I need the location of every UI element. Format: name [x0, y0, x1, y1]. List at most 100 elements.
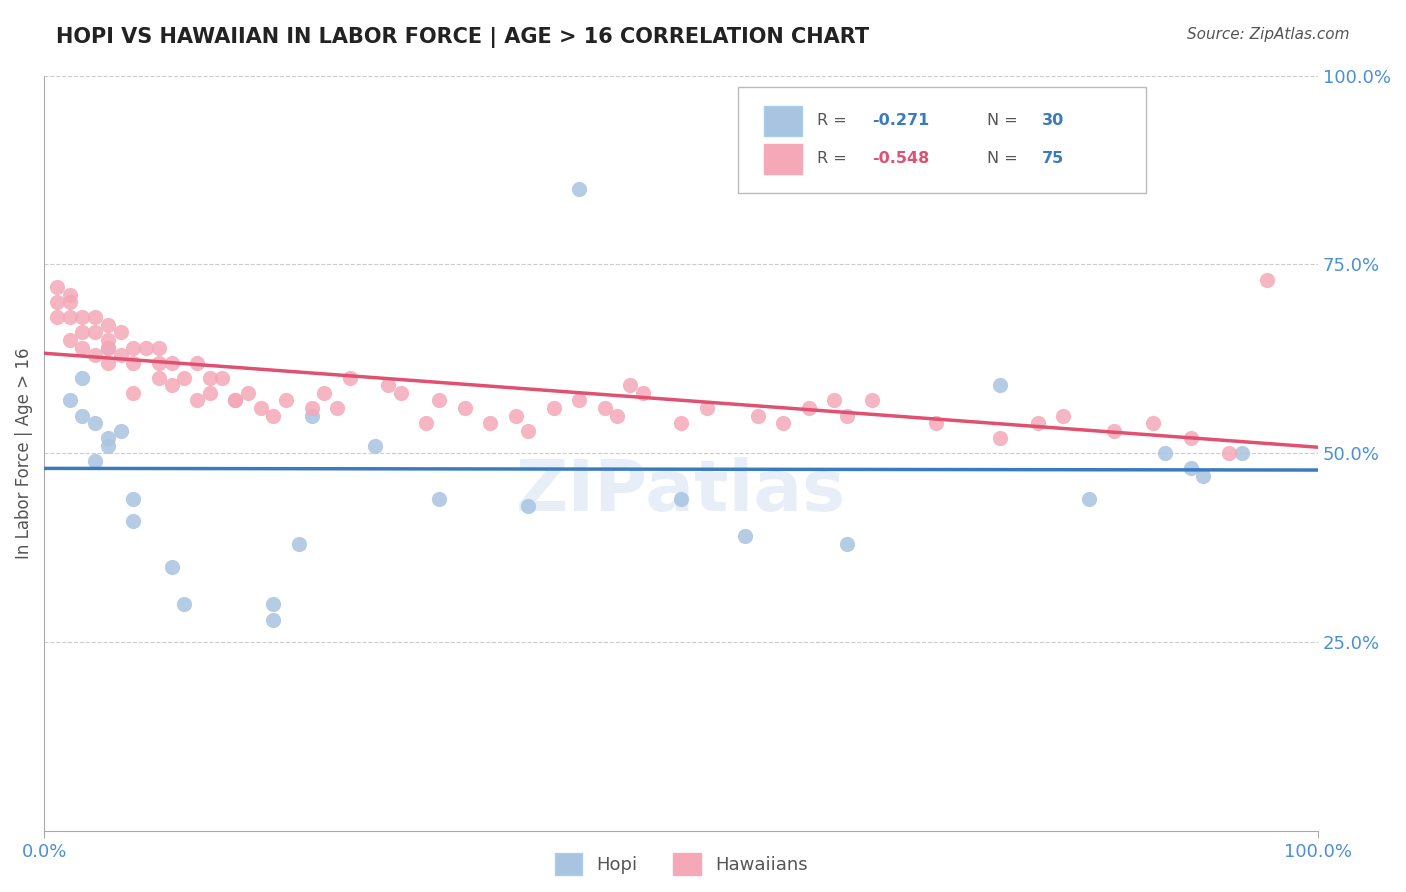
Text: 75: 75	[1042, 151, 1064, 166]
Point	[1077, 491, 1099, 506]
Text: R =: R =	[817, 151, 852, 166]
Point	[122, 341, 145, 355]
Point	[835, 409, 858, 423]
Point	[288, 537, 311, 551]
Point	[568, 393, 591, 408]
Point	[45, 280, 67, 294]
Point	[122, 356, 145, 370]
Point	[479, 416, 502, 430]
Text: HOPI VS HAWAIIAN IN LABOR FORCE | AGE > 16 CORRELATION CHART: HOPI VS HAWAIIAN IN LABOR FORCE | AGE > …	[56, 27, 869, 48]
Point	[696, 401, 718, 415]
Point	[58, 287, 80, 301]
Text: -0.548: -0.548	[872, 151, 929, 166]
Text: R =: R =	[817, 113, 852, 128]
Point	[84, 348, 107, 362]
Point	[427, 491, 450, 506]
Point	[173, 370, 195, 384]
Point	[211, 370, 233, 384]
Point	[988, 378, 1011, 392]
Point	[377, 378, 399, 392]
Point	[110, 424, 132, 438]
Point	[72, 409, 94, 423]
Point	[860, 393, 883, 408]
Point	[415, 416, 437, 430]
Point	[301, 409, 323, 423]
Point	[339, 370, 361, 384]
Point	[148, 370, 170, 384]
Point	[669, 416, 692, 430]
Point	[224, 393, 246, 408]
Legend: Hopi, Hawaiians: Hopi, Hawaiians	[547, 846, 815, 882]
Point	[631, 385, 654, 400]
Point	[427, 393, 450, 408]
Point	[122, 385, 145, 400]
Point	[517, 424, 540, 438]
Point	[326, 401, 349, 415]
Point	[1256, 272, 1278, 286]
Point	[45, 295, 67, 310]
Point	[186, 356, 208, 370]
Point	[148, 341, 170, 355]
Point	[97, 356, 120, 370]
Point	[1142, 416, 1164, 430]
Point	[797, 401, 820, 415]
Point	[593, 401, 616, 415]
Point	[160, 378, 183, 392]
Point	[45, 310, 67, 325]
Point	[1230, 446, 1253, 460]
Point	[262, 598, 284, 612]
Text: Source: ZipAtlas.com: Source: ZipAtlas.com	[1187, 27, 1350, 42]
Point	[160, 356, 183, 370]
Point	[988, 431, 1011, 445]
Point	[568, 182, 591, 196]
Point	[249, 401, 271, 415]
Point	[84, 326, 107, 340]
Point	[262, 613, 284, 627]
Point	[198, 370, 221, 384]
Point	[1052, 409, 1074, 423]
Point	[97, 318, 120, 332]
Point	[97, 333, 120, 347]
Point	[1104, 424, 1126, 438]
Text: ZIPatlas: ZIPatlas	[516, 457, 846, 525]
Point	[517, 499, 540, 513]
Point	[72, 326, 94, 340]
Point	[72, 370, 94, 384]
Bar	[763, 144, 803, 174]
Point	[97, 341, 120, 355]
Point	[224, 393, 246, 408]
Point	[314, 385, 336, 400]
Point	[389, 385, 412, 400]
Point	[122, 491, 145, 506]
Point	[364, 439, 387, 453]
Point	[97, 439, 120, 453]
Y-axis label: In Labor Force | Age > 16: In Labor Force | Age > 16	[15, 348, 32, 559]
Point	[823, 393, 845, 408]
Bar	[763, 106, 803, 136]
Point	[84, 416, 107, 430]
Point	[1218, 446, 1240, 460]
Point	[925, 416, 948, 430]
Point	[301, 401, 323, 415]
Point	[543, 401, 565, 415]
Point	[160, 559, 183, 574]
Point	[198, 385, 221, 400]
Point	[505, 409, 527, 423]
Text: -0.271: -0.271	[872, 113, 929, 128]
Text: N =: N =	[987, 113, 1022, 128]
Point	[84, 454, 107, 468]
Point	[110, 326, 132, 340]
Point	[669, 491, 692, 506]
Point	[772, 416, 794, 430]
Point	[1192, 469, 1215, 483]
Point	[58, 295, 80, 310]
Point	[84, 310, 107, 325]
Point	[262, 409, 284, 423]
Point	[1154, 446, 1177, 460]
Point	[835, 537, 858, 551]
Point	[186, 393, 208, 408]
Text: 30: 30	[1042, 113, 1064, 128]
Point	[236, 385, 259, 400]
FancyBboxPatch shape	[738, 87, 1146, 193]
Point	[72, 310, 94, 325]
